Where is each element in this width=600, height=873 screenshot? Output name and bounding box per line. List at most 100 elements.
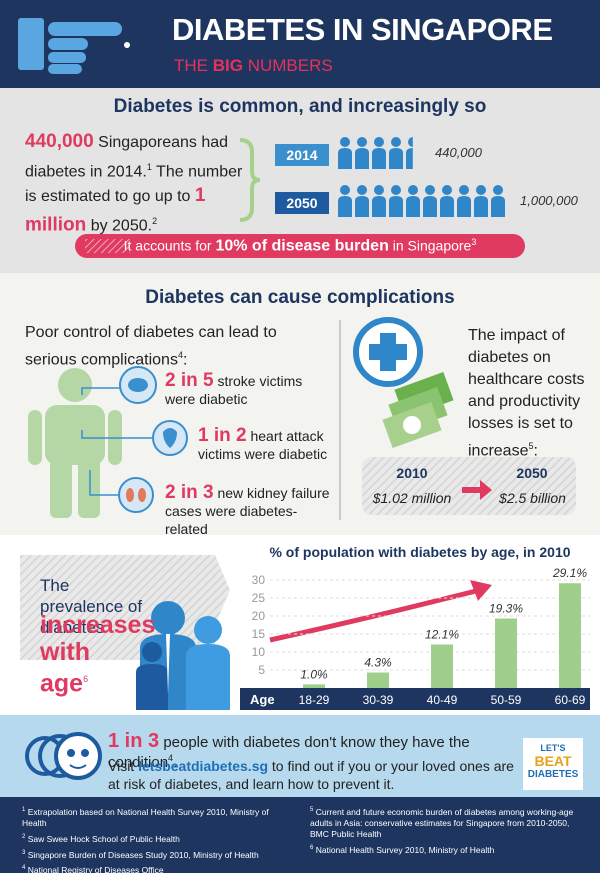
cost-year: 2010 <box>396 465 428 481</box>
footnote-ref: 3 <box>471 237 477 247</box>
text: : <box>533 442 538 460</box>
person-body <box>389 148 403 169</box>
footnote-text: Extrapolation based on National Health S… <box>22 806 269 828</box>
bar <box>367 672 389 688</box>
person-head <box>340 185 350 195</box>
person-body <box>406 196 420 217</box>
footnote-mark: 3 <box>22 849 26 856</box>
year-label: 2014 <box>286 147 317 163</box>
year-box <box>275 144 329 166</box>
bar <box>303 684 325 688</box>
stat: 1 in 3 <box>108 730 160 752</box>
footnote: 5 Current and future economic burden of … <box>310 805 585 840</box>
person-head <box>442 185 452 195</box>
logo-text: DIABETES <box>527 769 579 780</box>
medical-icon <box>353 317 423 387</box>
person-head <box>374 185 384 195</box>
link[interactable]: letsbeatdiabetes.sg <box>138 758 269 774</box>
value-label: 12.1% <box>425 627 459 641</box>
people-row <box>338 185 505 217</box>
year-label: 2050 <box>286 195 317 211</box>
footnote-ref: 5 <box>528 441 534 451</box>
text: heart attack victims were diabetic <box>198 428 328 462</box>
prevalence-box <box>20 555 230 660</box>
stat: 1 in 2 <box>198 425 247 446</box>
bar <box>495 618 517 688</box>
text: stroke victims were diabetic <box>165 373 303 407</box>
footnote-ref: 4 <box>168 753 174 763</box>
footnotes-left: 1 Extrapolation based on National Health… <box>22 805 287 873</box>
person-head <box>374 137 384 147</box>
subtitle: THE BIG NUMBERS <box>174 56 333 76</box>
person-head <box>493 185 503 195</box>
logo-text: LET'S <box>540 743 566 753</box>
stat: 440,000 <box>25 131 94 152</box>
text: increases with age <box>40 611 156 698</box>
burden-bar <box>75 234 525 258</box>
footnote-mark: 5 <box>310 807 314 813</box>
footnote-mark: 1 <box>22 807 26 813</box>
person-head <box>357 185 367 195</box>
y-tick-label: 30 <box>252 573 266 587</box>
footnote-text: Current and future economic burden of di… <box>310 806 574 839</box>
footnote: 4 National Registry of Diseases Office <box>22 863 287 873</box>
chart-title: % of population with diabetes by age, in… <box>269 544 570 560</box>
family-icon <box>136 601 230 710</box>
bracket <box>239 138 261 222</box>
text: to find out if you or your loved ones ar… <box>108 758 514 792</box>
value-label: 19.3% <box>489 602 523 616</box>
person-body <box>457 196 471 217</box>
x-tick-label: 40-49 <box>427 693 458 707</box>
person-body <box>474 196 488 217</box>
person-body <box>491 196 505 217</box>
bar <box>431 644 453 688</box>
person-body <box>440 196 454 217</box>
footnote-ref: 4 <box>177 350 183 360</box>
stat: 2 in 3 <box>165 482 214 503</box>
y-tick-label: 10 <box>252 645 266 659</box>
value-label: 29.1% <box>552 566 587 580</box>
text: It accounts for <box>123 237 212 254</box>
person-head <box>391 185 401 195</box>
x-tick-label: 30-39 <box>363 693 394 707</box>
footnote: 3 Singapore Burden of Diseases Study 201… <box>22 848 287 861</box>
x-tick-label: 18-29 <box>299 693 330 707</box>
footnote-ref: 2 <box>152 216 158 227</box>
person-body <box>355 196 369 217</box>
cost-amount: $2.5 billion <box>499 490 566 506</box>
footnote-ref: 6 <box>83 674 89 684</box>
logo: LET'S BEAT DIABETES <box>523 742 583 781</box>
text: Visit <box>108 758 135 774</box>
person-head <box>408 185 418 195</box>
trend-arrow <box>269 587 481 643</box>
text: Poor control of diabetes can lead to ser… <box>25 324 277 369</box>
person-body <box>338 148 352 169</box>
complication: 2 in 3 new kidney failure cases were dia… <box>165 482 335 538</box>
text: . <box>173 754 178 771</box>
footnote-mark: 6 <box>310 844 314 851</box>
text: The number is estimated to go up to <box>25 163 243 206</box>
people-row <box>338 137 413 169</box>
cost-arrow <box>462 480 492 500</box>
footnote-mark: 2 <box>22 833 26 840</box>
logo-box <box>523 738 583 790</box>
footnote-ref: 1 <box>146 162 152 172</box>
subtitle-part: BIG <box>212 56 243 75</box>
section-heading: Diabetes is common, and increasingly so <box>113 96 487 117</box>
header-bg <box>0 0 600 88</box>
footnote: 1 Extrapolation based on National Health… <box>22 805 287 829</box>
person-body <box>338 196 352 217</box>
person-body <box>372 148 386 169</box>
person-body <box>423 196 437 217</box>
value-label: 4.3% <box>364 656 392 670</box>
connectors <box>81 387 152 496</box>
body-figure <box>28 368 122 518</box>
intro: Poor control of diabetes can lead to ser… <box>25 322 285 371</box>
x-axis-band <box>240 688 590 710</box>
y-tick-label: 5 <box>258 663 265 677</box>
footnote-text: National Health Survey 2010, Ministry of… <box>315 844 495 855</box>
person-head <box>408 137 413 147</box>
value-label: 1.0% <box>300 667 328 681</box>
text: The impact of diabetes on healthcare cos… <box>468 327 585 460</box>
